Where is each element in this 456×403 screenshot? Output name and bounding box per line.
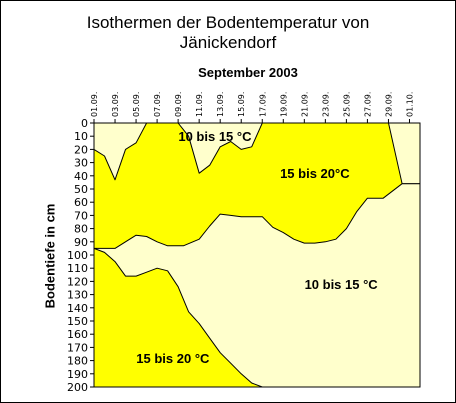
y-tick-label: 10 <box>74 130 88 143</box>
x-tick-label: 29.09. <box>384 92 393 117</box>
y-tick-label: 170 <box>67 341 88 354</box>
y-tick-label: 120 <box>67 275 88 288</box>
x-tick-label: 21.09. <box>300 92 309 117</box>
x-tick-label: 27.09. <box>363 92 372 117</box>
y-tick-label: 50 <box>74 183 88 196</box>
x-tick-label: 13.09. <box>216 92 225 117</box>
x-tick-label: 05.09. <box>132 92 141 117</box>
x-tick-label: 17.09. <box>258 92 267 117</box>
x-tick-label: 25.09. <box>342 92 351 117</box>
y-tick-label: 40 <box>74 170 88 183</box>
y-tick-label: 160 <box>67 328 88 341</box>
y-tick-label: 130 <box>67 289 88 302</box>
y-tick-label: 110 <box>67 262 88 275</box>
y-tick-label: 90 <box>74 236 88 249</box>
y-tick-label: 60 <box>74 196 88 209</box>
isotherm-region-4 <box>93 183 421 388</box>
y-tick-label: 100 <box>67 249 88 262</box>
x-tick-label: 11.09. <box>195 92 204 117</box>
y-tick-label: 30 <box>74 157 88 170</box>
x-tick-label: 01.09. <box>90 92 99 117</box>
x-tick-label: 09.09. <box>174 92 183 117</box>
isotherm-label: 15 bis 20°C <box>280 166 350 181</box>
y-tick-label: 180 <box>67 355 88 368</box>
y-tick-label: 0 <box>81 117 88 130</box>
y-tick-label: 200 <box>67 381 88 394</box>
y-tick-label: 150 <box>67 315 88 328</box>
isotherm-label: 10 bis 15 °C <box>178 129 252 144</box>
y-tick-label: 70 <box>74 209 88 222</box>
y-tick-label: 190 <box>67 368 88 381</box>
isotherm-label: 10 bis 15 °C <box>305 277 379 292</box>
x-tick-label: 03.09. <box>111 92 120 117</box>
x-tick-label: 23.09. <box>321 92 330 117</box>
x-tick-label: 19.09. <box>279 92 288 117</box>
x-tick-label: 01.10. <box>405 92 414 117</box>
x-tick-label: 15.09. <box>237 92 246 117</box>
isotherm-label: 15 bis 20 °C <box>136 351 210 366</box>
x-tick-label: 07.09. <box>153 92 162 117</box>
isotherm-region-2 <box>177 122 263 174</box>
y-tick-label: 20 <box>74 143 88 156</box>
chart-title-line2: Jänickendorf <box>179 33 277 52</box>
chart-subtitle: September 2003 <box>198 65 298 80</box>
isotherm-region-1 <box>93 122 148 181</box>
chart-title-line1: Isothermen der Bodentemperatur von <box>86 13 370 32</box>
y-tick-label: 80 <box>74 223 88 236</box>
y-tick-label: 140 <box>67 302 88 315</box>
